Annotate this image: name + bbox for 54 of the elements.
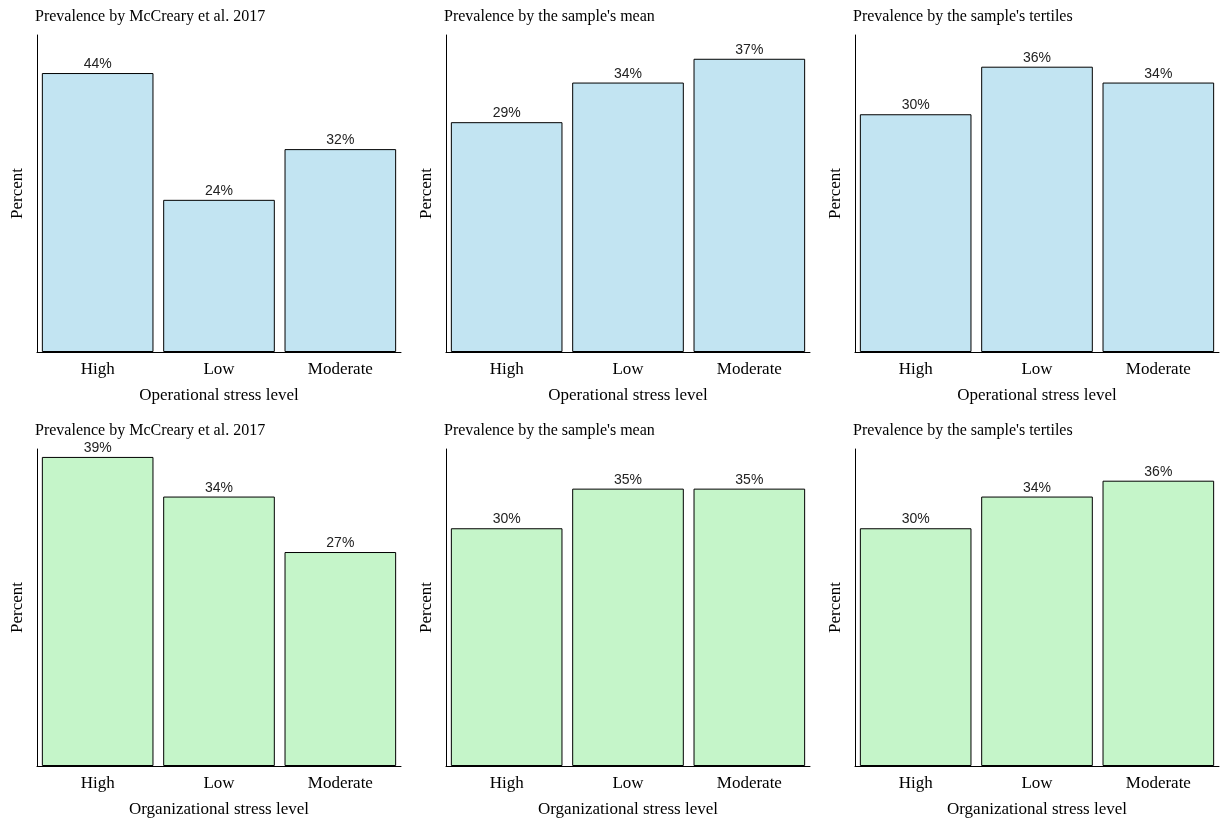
x-tick-label: High xyxy=(80,359,116,378)
data-label: 34% xyxy=(613,64,643,81)
x-tick-label: Moderate xyxy=(716,773,782,792)
data-label: 32% xyxy=(326,131,355,148)
data-label: 30% xyxy=(901,510,930,527)
x-tick-label: Low xyxy=(203,773,236,792)
data-label: 27% xyxy=(326,534,355,551)
data-label: 35% xyxy=(613,470,643,487)
y-axis-title: Percent xyxy=(416,581,435,633)
x-axis-title: Operational stress level xyxy=(139,385,300,404)
x-tick-label: Low xyxy=(1021,359,1054,378)
data-label: 34% xyxy=(1144,64,1173,81)
data-label: 30% xyxy=(492,510,521,527)
chart-title: Prevalence by the sample's tertiles xyxy=(853,6,1073,25)
x-tick-label: Low xyxy=(203,359,236,378)
x-tick-label: Moderate xyxy=(307,359,373,378)
chart-title: Prevalence by McCreary et al. 2017 xyxy=(35,420,266,439)
data-label: 35% xyxy=(735,470,764,487)
data-label: 24% xyxy=(204,181,234,198)
data-label: 37% xyxy=(735,40,764,57)
x-tick-label: Moderate xyxy=(1125,773,1191,792)
data-label: 29% xyxy=(492,104,521,121)
chart-title: Prevalence by the sample's tertiles xyxy=(853,420,1073,439)
x-tick-label: Moderate xyxy=(716,359,782,378)
data-label: 36% xyxy=(1022,48,1052,65)
x-tick-label: Low xyxy=(612,773,645,792)
data-label: 36% xyxy=(1144,462,1173,479)
data-label: 30% xyxy=(901,96,930,113)
y-axis-title: Percent xyxy=(825,581,844,633)
x-axis-title: Organizational stress level xyxy=(537,799,719,818)
x-tick-label: High xyxy=(489,359,525,378)
y-axis-title: Percent xyxy=(416,167,435,219)
x-tick-label: High xyxy=(80,773,116,792)
chart-title: Prevalence by McCreary et al. 2017 xyxy=(35,6,266,25)
x-tick-label: Low xyxy=(612,359,645,378)
x-tick-label: High xyxy=(489,773,525,792)
y-axis-title: Percent xyxy=(825,167,844,219)
x-axis-title: Organizational stress level xyxy=(128,799,310,818)
x-axis-title: Organizational stress level xyxy=(946,799,1128,818)
data-label: 44% xyxy=(83,55,112,72)
chart-title: Prevalence by the sample's mean xyxy=(444,420,655,439)
x-tick-label: High xyxy=(898,359,934,378)
x-axis-title: Operational stress level xyxy=(957,385,1118,404)
x-tick-label: Moderate xyxy=(307,773,373,792)
x-tick-label: Moderate xyxy=(1125,359,1191,378)
y-axis-title: Percent xyxy=(7,581,26,633)
data-label: 34% xyxy=(1022,478,1052,495)
x-tick-label: Low xyxy=(1021,773,1054,792)
chart-title: Prevalence by the sample's mean xyxy=(444,6,655,25)
data-label: 34% xyxy=(204,478,234,495)
data-label: 39% xyxy=(83,438,112,455)
x-axis-title: Operational stress level xyxy=(548,385,709,404)
y-axis-title: Percent xyxy=(7,167,26,219)
x-tick-label: High xyxy=(898,773,934,792)
